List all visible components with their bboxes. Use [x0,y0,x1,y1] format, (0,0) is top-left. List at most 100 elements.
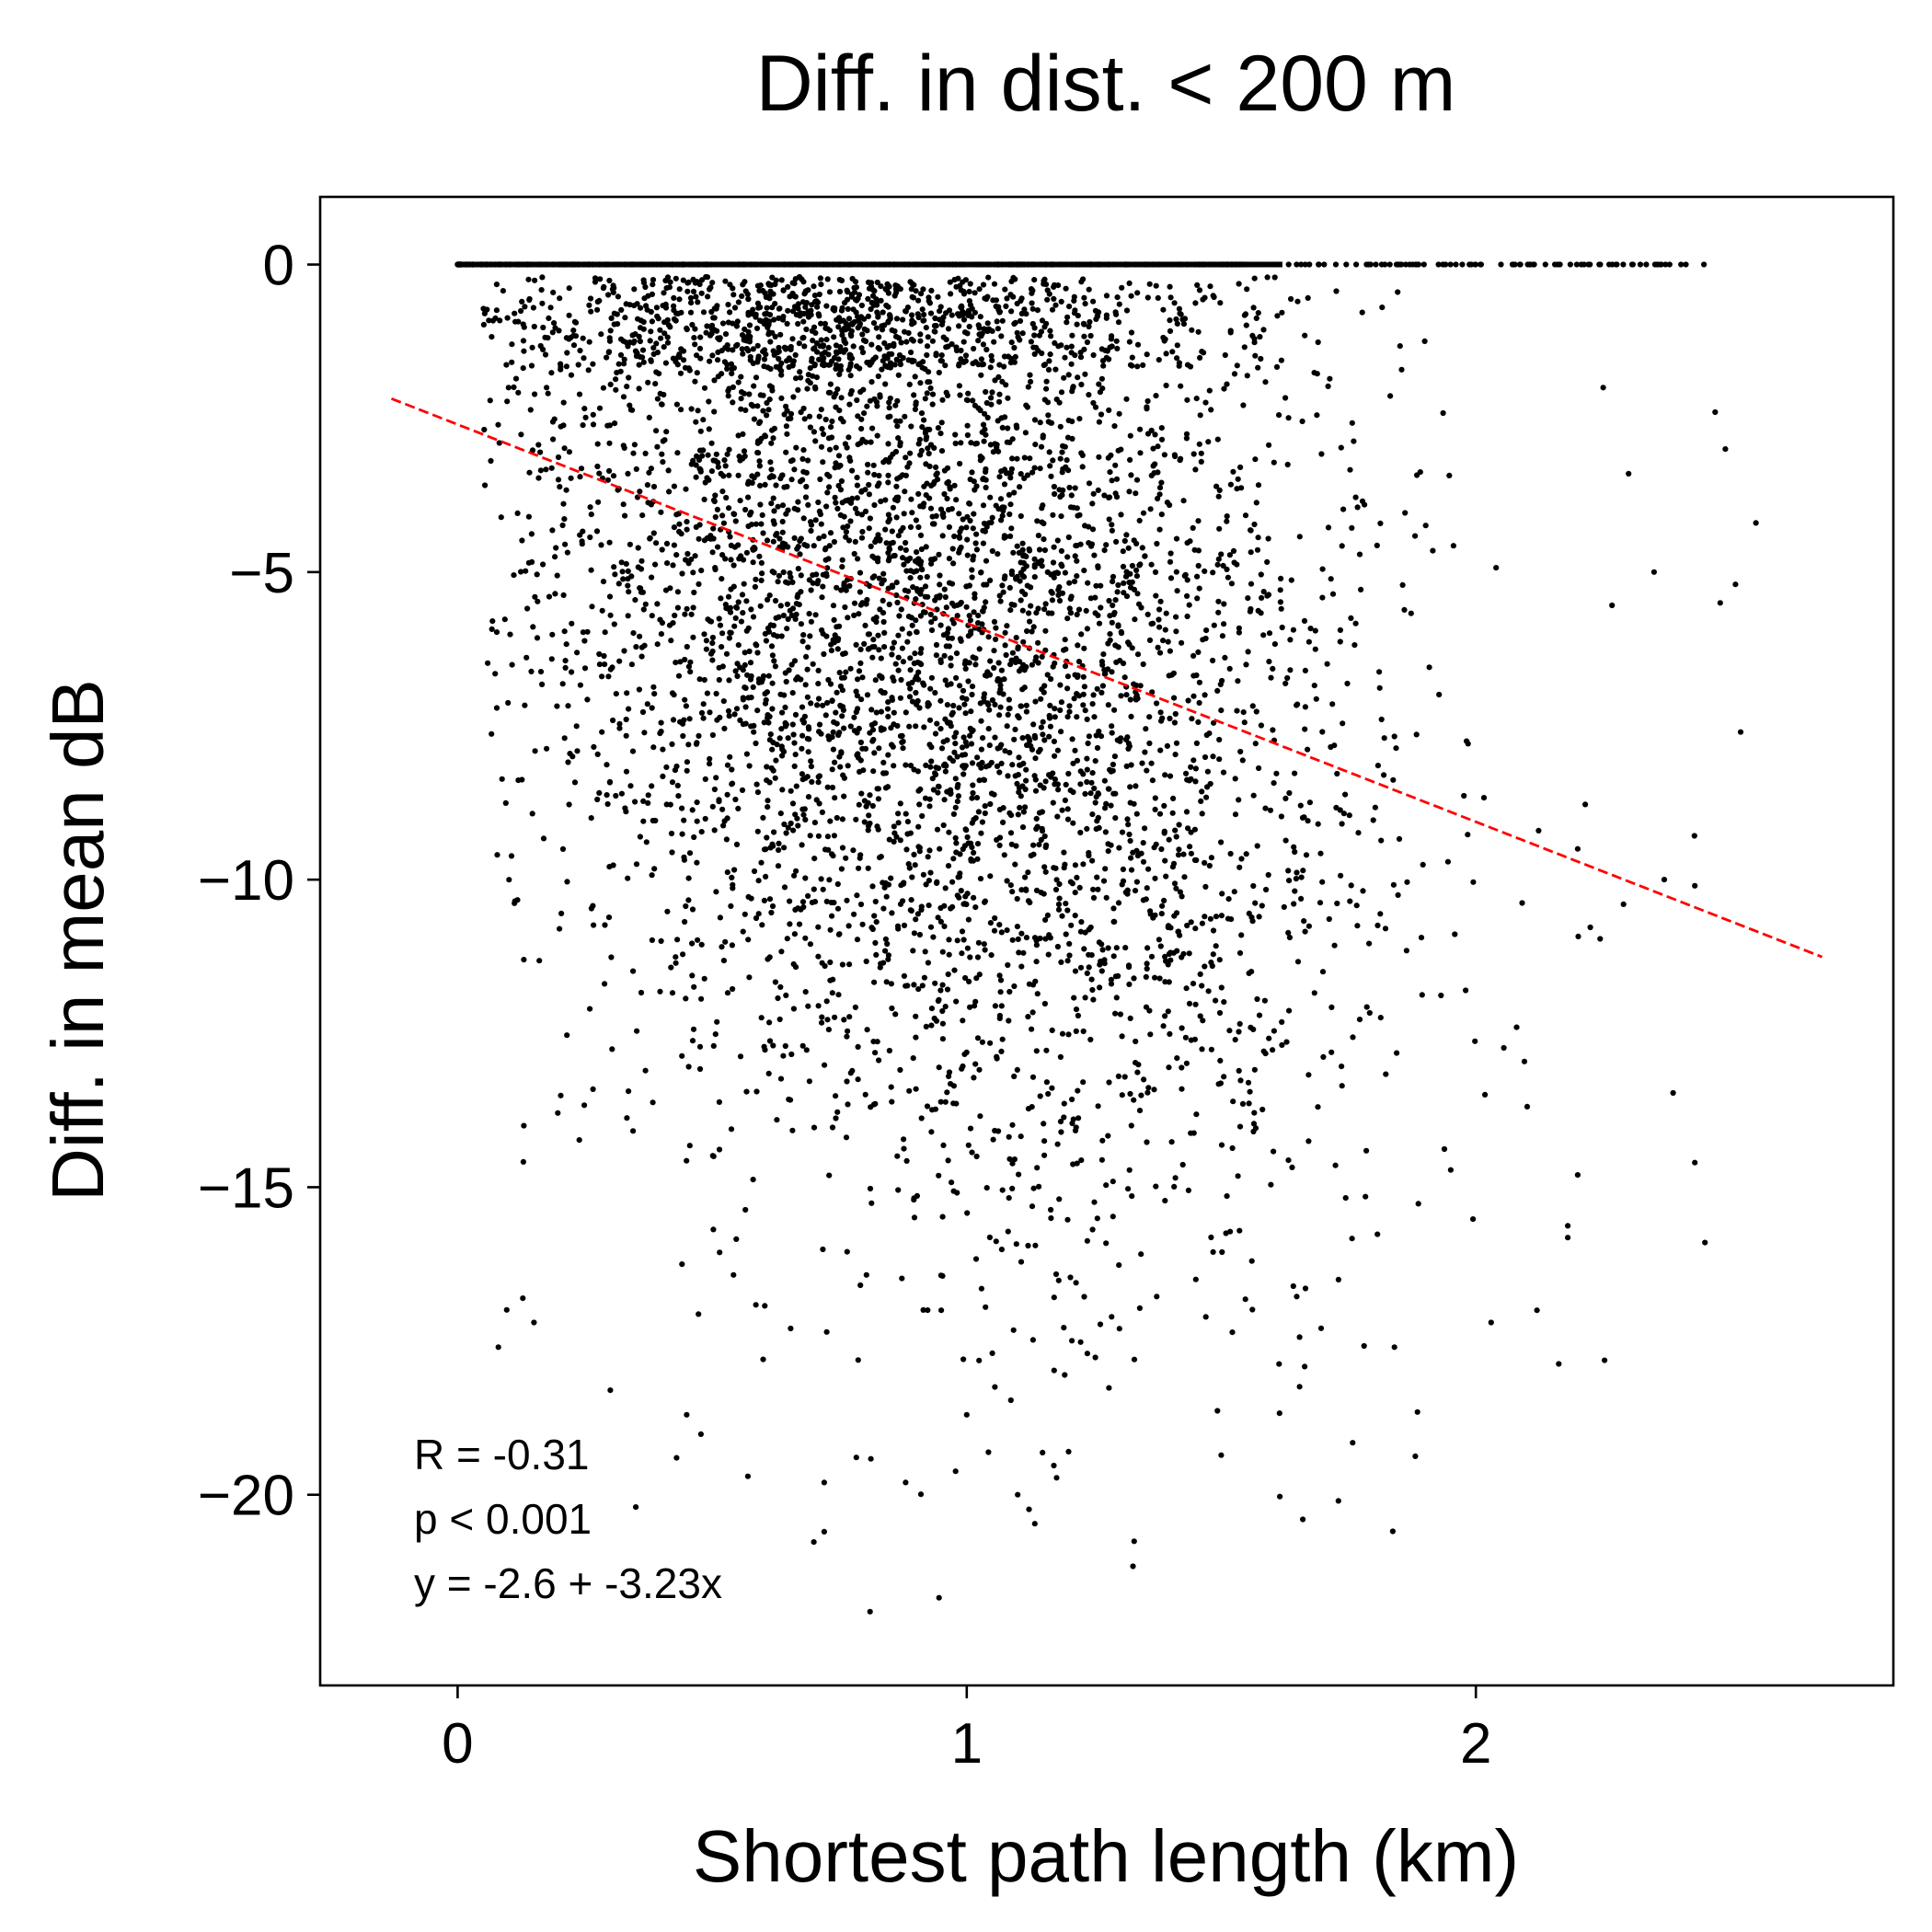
scatter-point [605,292,612,298]
scatter-point [790,1006,798,1012]
scatter-point [713,889,719,895]
scatter-point [1213,483,1220,489]
scatter-point [1066,703,1073,709]
scatter-point [875,796,882,802]
scatter-point [1191,546,1198,553]
scatter-point [742,704,749,710]
scatter-point [973,975,980,982]
scatter-point [698,709,706,717]
scatter-point [876,575,883,581]
scatter-point [1172,752,1179,758]
scatter-point [1264,274,1271,281]
scatter-point [965,307,972,314]
scatter-point [1041,864,1048,870]
scatter-point [765,321,772,328]
scatter-point [1046,733,1052,740]
scatter-point [937,622,944,628]
scatter-point [1067,788,1074,794]
scatter-point [1609,602,1616,609]
scatter-point [581,406,588,412]
scatter-point [1284,461,1291,468]
scatter-point [787,898,793,904]
scatter-point [1029,1009,1036,1016]
scatter-point [754,403,761,409]
scatter-point [727,609,734,615]
scatter-point [1082,707,1088,714]
scatter-point [892,402,899,408]
scatter-point [1136,517,1143,524]
scatter-point [1199,983,1205,989]
scatter-point [1084,339,1090,346]
scatter-point [705,452,711,458]
scatter-point [1120,878,1127,884]
scatter-point [999,378,1006,385]
scatter-point [797,551,803,558]
scatter-point [938,448,946,454]
scatter-point [716,1098,723,1105]
scatter-point [659,546,665,553]
scatter-point [1194,595,1201,602]
scatter-point [991,791,997,798]
scatter-point [1034,518,1041,524]
scatter-point [728,903,734,910]
scatter-point [651,691,658,697]
scatter-point [839,564,845,570]
scatter-point [882,948,889,954]
scatter-point [991,664,997,672]
scatter-point [1081,946,1087,952]
scatter-point [562,664,569,672]
scatter-point [701,496,707,503]
scatter-point [815,311,822,317]
scatter-point [944,737,950,743]
scatter-point [710,497,718,503]
scatter-point [799,704,806,710]
scatter-point [724,791,730,798]
scatter-point [944,465,951,471]
scatter-point [810,338,816,344]
scatter-point [1202,859,1208,867]
scatter-point [1022,874,1029,880]
scatter-point [992,701,998,708]
scatter-point [724,815,730,822]
scatter-point [1180,851,1187,857]
scatter-point [1333,804,1340,811]
scatter-point [1344,680,1351,687]
scatter-point [869,425,876,431]
scatter-point [740,351,746,357]
scatter-point [901,1136,907,1143]
scatter-point [1285,415,1292,421]
scatter-point [974,954,982,960]
scatter-point [724,365,730,372]
scatter-point [734,673,741,680]
scatter-point [1670,1089,1676,1097]
scatter-point [956,362,962,369]
scatter-point [913,723,919,730]
scatter-point [1144,960,1150,967]
scatter-point [1174,342,1180,349]
scatter-point [789,721,796,728]
scatter-point [681,857,688,863]
scatter-point [730,1271,737,1278]
scatter-point [879,327,886,333]
scatter-point [1032,442,1039,448]
scatter-point [709,634,717,641]
scatter-point [626,1088,632,1095]
scatter-point [1319,729,1326,735]
scatter-point [854,363,860,370]
scatter-point [1098,604,1104,611]
scatter-point [1038,724,1044,730]
scatter-point [933,652,940,659]
scatter-point [838,674,845,681]
scatter-point [1090,692,1097,698]
scatter-point [938,745,946,752]
scatter-point [665,467,672,474]
scatter-point [1038,443,1045,450]
scatter-point [570,332,577,339]
scatter-point [1126,489,1133,495]
scatter-point [1041,737,1048,743]
scatter-point [633,644,639,650]
scatter-point [632,597,638,604]
scatter-point [861,640,868,648]
scatter-point [1033,1048,1040,1054]
scatter-point [1004,927,1010,934]
